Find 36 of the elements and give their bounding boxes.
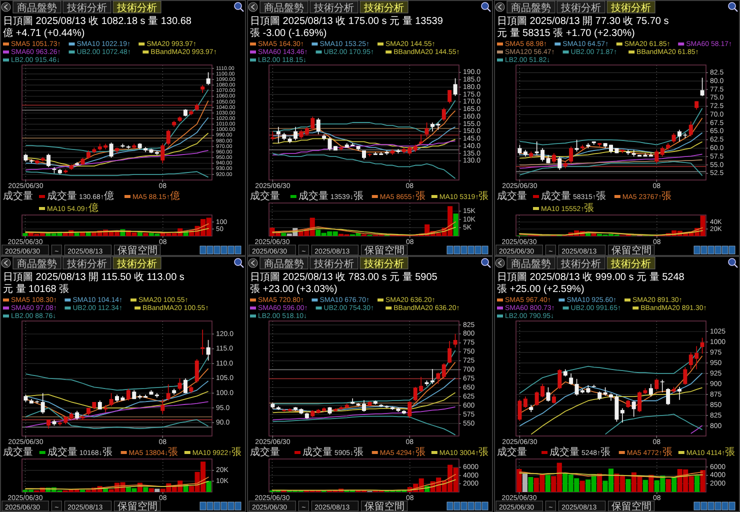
text: 技術分析 <box>66 258 107 270</box>
text: 技術分析 <box>610 2 651 14</box>
chart-title: 成交量 <box>250 446 280 458</box>
chart-title: 成交量 <box>3 190 33 202</box>
chart-title: 日頂圖 2025/08/13 收 783.00 s 元 量 5905 張 +23.00 (+3.03%) <box>250 272 438 295</box>
chart-title: 日頂圖 2025/08/13 收 175.00 s 元 量 13539 張 -3.00 (-1.69%) <box>250 16 444 39</box>
text: 技術分析 <box>560 258 601 270</box>
text: 商品盤勢 <box>17 2 57 14</box>
text: 技術分析 <box>610 258 651 270</box>
chart-title: 日頂圖 2025/08/13 開 77.30 收 75.70 s 元 量 58315 張 +1.70 (+2.30%) <box>497 16 669 39</box>
text: 商品盤勢 <box>264 2 304 14</box>
text: 商品盤勢 <box>511 258 551 270</box>
text: 保留空間 <box>117 500 158 512</box>
text: 保留空間 <box>117 244 158 256</box>
chart-title: 成交量 <box>3 446 33 458</box>
text: 保留空間 <box>364 244 404 256</box>
text: 技術分析 <box>313 258 354 270</box>
text: 技術分析 <box>116 258 157 270</box>
text: 商品盤勢 <box>264 258 304 270</box>
chart-title: 日頂圖 2025/08/13 收 1082.18 s 量 130.68 億 +4.71 (+0.44%) <box>3 16 192 39</box>
text: 保留空間 <box>611 244 652 256</box>
text: 技術分析 <box>363 258 404 270</box>
text: 技術分析 <box>313 2 354 14</box>
chart-title: 成交量 <box>250 190 280 202</box>
chart-title: 成交量 <box>497 190 527 202</box>
text: 保留空間 <box>364 500 404 512</box>
text: 技術分析 <box>116 2 157 14</box>
text: 商品盤勢 <box>17 258 57 270</box>
text: 商品盤勢 <box>511 2 551 14</box>
chart-title: 成交量 <box>497 446 527 458</box>
text: 保留空間 <box>611 500 652 512</box>
text: 技術分析 <box>66 2 107 14</box>
text: 技術分析 <box>363 2 404 14</box>
chart-title: 日頂圖 2025/08/13 收 999.00 s 元 量 5248 張 +25.00 (+2.59%) <box>497 272 685 295</box>
text: 技術分析 <box>560 2 601 14</box>
chart-title: 日頂圖 2025/08/13 開 115.50 收 113.00 s 元 量 10168 張 <box>3 272 184 295</box>
